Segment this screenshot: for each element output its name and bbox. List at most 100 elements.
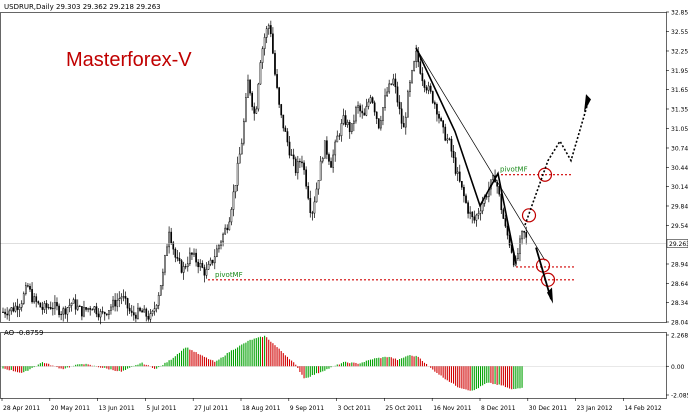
candle-body <box>262 49 263 63</box>
candle-body <box>44 303 45 309</box>
candle-body <box>364 113 365 115</box>
candle-body <box>407 92 408 117</box>
candle-body <box>297 161 298 172</box>
candle-body <box>482 203 483 211</box>
candle-body <box>260 63 261 84</box>
candle-body <box>447 139 448 140</box>
candle-body <box>341 123 342 135</box>
candle-body <box>440 118 441 120</box>
candle-body <box>2 312 3 313</box>
candle-body <box>46 303 47 307</box>
symbol-label: USDRUR,Daily <box>4 3 54 11</box>
candle-body <box>347 122 348 125</box>
candle-body <box>360 106 361 111</box>
candle-body <box>335 142 336 155</box>
candle-body <box>233 192 234 210</box>
candle-body <box>185 266 186 267</box>
candle-body <box>193 253 194 254</box>
candle-body <box>461 181 462 187</box>
price-tick-label: 31.950 <box>671 68 688 75</box>
candle-body <box>438 114 439 118</box>
candle-body <box>31 289 32 302</box>
candle-body <box>229 222 230 230</box>
candle-body <box>104 312 105 314</box>
candle-body <box>316 189 317 202</box>
candle-body <box>245 98 246 122</box>
candle-body <box>75 300 76 310</box>
candle-body <box>266 29 267 38</box>
candle-body <box>384 96 385 108</box>
candle-body <box>505 219 506 227</box>
candle-body <box>378 119 379 128</box>
candle-body <box>146 309 147 316</box>
candle-body <box>276 74 277 87</box>
candle-body <box>293 155 294 159</box>
candle-body <box>413 62 414 71</box>
candle-body <box>235 185 236 192</box>
candle-body <box>7 314 8 315</box>
candle-body <box>399 102 400 109</box>
candle-body <box>291 155 292 156</box>
candle-body <box>517 254 518 259</box>
candle-body <box>195 253 196 262</box>
candle-body <box>177 257 178 258</box>
candle-body <box>503 210 504 219</box>
candle-body <box>355 107 356 121</box>
price-tick-label: 31.050 <box>671 126 688 133</box>
candle-body <box>171 232 172 243</box>
candle-body <box>285 128 286 132</box>
candle-body <box>106 314 107 315</box>
candle-body <box>467 203 468 214</box>
candle-body <box>131 311 132 313</box>
candle-body <box>428 86 429 90</box>
candle-body <box>34 297 35 302</box>
date-tick-label: 13 Jun 2011 <box>99 405 135 412</box>
candle-body <box>239 154 240 163</box>
candle-body <box>150 314 151 320</box>
candle-body <box>135 315 136 318</box>
price-tick-label: 31.650 <box>671 87 688 94</box>
candle-body <box>36 297 37 302</box>
candle-body <box>322 158 323 161</box>
candle-body <box>11 308 12 311</box>
candle-body <box>183 266 184 272</box>
candle-body <box>424 81 425 88</box>
candle-body <box>9 311 10 315</box>
candle-body <box>133 313 134 315</box>
price-tick-label: 28.045 <box>671 320 688 327</box>
candle-body <box>179 258 180 260</box>
date-tick-label: 8 Dec 2011 <box>481 405 516 412</box>
date-tick-label: 5 Jul 2011 <box>146 405 176 412</box>
candle-body <box>405 117 406 127</box>
candle-body <box>434 103 435 105</box>
candle-body <box>200 263 201 267</box>
price-tick-label: 29.845 <box>671 203 688 210</box>
date-tick-label: 25 Oct 2011 <box>385 405 422 412</box>
candle-body <box>210 260 211 264</box>
candle-body <box>306 170 307 186</box>
candle-body <box>156 305 157 308</box>
candle-body <box>343 115 344 123</box>
candle-body <box>214 257 215 263</box>
candle-body <box>457 172 458 174</box>
candle-body <box>295 159 296 173</box>
candle-body <box>268 25 269 28</box>
candle-body <box>453 151 454 157</box>
candle-body <box>154 309 155 312</box>
candle-body <box>351 123 352 131</box>
candle-body <box>247 80 248 98</box>
candle-body <box>372 98 373 103</box>
date-tick-label: 9 Sep 2011 <box>290 405 324 412</box>
candle-body <box>499 186 500 194</box>
price-tick-label: 28.645 <box>671 281 688 288</box>
candle-body <box>117 300 118 306</box>
candle-body <box>73 300 74 304</box>
candle-body <box>65 309 66 314</box>
candle-body <box>123 296 124 297</box>
candle-body <box>166 247 167 256</box>
candle-body <box>252 93 253 107</box>
candle-body <box>507 226 508 235</box>
candle-body <box>330 161 331 167</box>
candle-body <box>40 303 41 307</box>
